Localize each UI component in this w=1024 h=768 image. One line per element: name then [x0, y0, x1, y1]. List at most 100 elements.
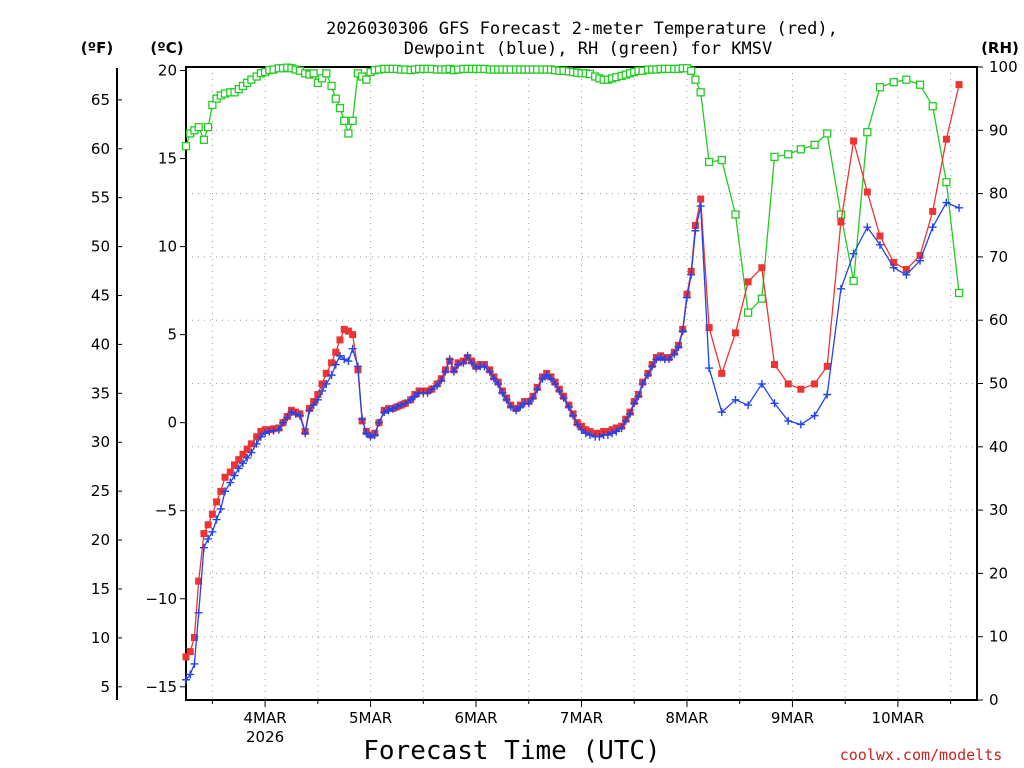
dewpoint-point	[670, 350, 679, 359]
dewpoint-point	[538, 374, 547, 383]
x-axis-label: Forecast Time (UTC)	[363, 736, 660, 766]
celsius-tick-label: 10	[158, 238, 177, 256]
dewpoint-point	[230, 471, 239, 480]
dewpoint-point	[546, 374, 555, 383]
dewpoint-point	[506, 402, 515, 411]
dewpoint-point	[559, 394, 568, 403]
dewpoint-point	[194, 608, 203, 617]
rh-point	[181, 141, 191, 151]
fahrenheit-tick-label: 60	[91, 140, 110, 158]
rh-point	[796, 145, 806, 154]
temperature-point	[823, 362, 831, 370]
temperature-point	[876, 232, 884, 240]
temperature-point	[332, 348, 340, 356]
rh-tick-label: 20	[989, 564, 1008, 582]
rh-point	[849, 276, 858, 286]
rh-point	[863, 128, 872, 137]
dewpoint-point	[243, 453, 252, 462]
dewpoint-point	[512, 406, 521, 415]
temperature-point	[697, 195, 705, 203]
dewpoint-point	[551, 379, 560, 388]
rh-tick-label: 0	[989, 691, 999, 709]
dewpoint-point	[696, 202, 705, 211]
dewpoint-point	[533, 385, 542, 394]
celsius-tick-label: −5	[155, 502, 177, 520]
rh-point	[194, 122, 203, 132]
dewpoint-point	[691, 226, 700, 235]
temperature-point	[955, 81, 963, 89]
temperature-point	[863, 188, 871, 196]
rh-point	[203, 122, 213, 132]
dewpoint-point	[401, 399, 410, 408]
fahrenheit-tick-label: 50	[91, 238, 110, 256]
credit-text: coolwx.com/modelts	[840, 746, 1003, 764]
temperature-point	[247, 440, 255, 448]
dewpoint-point	[370, 431, 379, 440]
dewpoint-point	[397, 401, 406, 410]
temperature-point	[850, 137, 858, 145]
fahrenheit-unit-label: (ºF)	[81, 39, 113, 57]
dewpoint-point	[889, 263, 898, 272]
rh-point	[743, 308, 753, 317]
rh-point	[717, 155, 726, 165]
rh-point	[757, 294, 766, 303]
temperature-point	[349, 331, 357, 339]
dewpoint-point	[928, 223, 937, 232]
dewpoint-point	[744, 401, 753, 410]
dewpoint-point	[269, 426, 278, 435]
dewpoint-point	[358, 415, 367, 424]
grid-lines	[186, 67, 977, 700]
dewpoint-point	[621, 416, 630, 425]
temperature-point	[902, 265, 910, 273]
dewpoint-point	[569, 411, 578, 420]
x-tick-year-label: 2026	[246, 728, 284, 746]
dewpoint-point	[335, 351, 344, 360]
dewpoint-point	[427, 385, 436, 394]
dewpoint-point	[212, 515, 221, 524]
rh-unit-label: (RH)	[981, 39, 1019, 57]
temperature-point	[771, 361, 779, 369]
celsius-tick-label: 5	[167, 326, 177, 344]
dewpoint-point	[849, 249, 858, 258]
celsius-tick-label: 15	[158, 150, 177, 168]
dewpoint-point	[265, 427, 274, 436]
dewpoint-point	[287, 408, 296, 417]
dewpoint-point	[608, 429, 617, 438]
dewpoint-point	[638, 379, 647, 388]
temperature-point	[213, 498, 221, 506]
rh-point	[208, 100, 217, 110]
rh-point	[309, 69, 318, 78]
dewpoint-point	[674, 342, 683, 351]
dewpoint-point	[555, 386, 564, 395]
dewpoint-series	[182, 198, 964, 684]
dewpoint-point	[581, 429, 590, 438]
axis-ticks: −15 −10 −5 0 5 10 15 20 5 10 15 20 25 30 35 40 45 50 55 60 6…	[91, 58, 1018, 746]
rh-point	[696, 88, 705, 97]
dewpoint-point	[656, 353, 665, 362]
x-tick-label: 9MAR	[771, 709, 814, 727]
rh-point	[889, 78, 898, 87]
dewpoint-point	[410, 392, 419, 401]
rh-point	[902, 75, 911, 84]
fahrenheit-tick-label: 5	[100, 678, 110, 696]
rh-point	[954, 288, 964, 298]
dewpoint-point	[916, 256, 925, 265]
x-tick-label: 4MAR	[244, 709, 287, 727]
dewpoint-point	[380, 408, 389, 417]
temperature-point	[186, 648, 194, 656]
fahrenheit-tick-label: 30	[91, 433, 110, 451]
dewpoint-point	[612, 427, 621, 436]
dewpoint-point	[810, 411, 819, 420]
temperature-point	[190, 633, 198, 641]
dewpoint-point	[283, 413, 292, 422]
dewpoint-point	[423, 388, 432, 397]
fahrenheit-tick-label: 20	[91, 531, 110, 549]
fahrenheit-tick-label: 10	[91, 629, 110, 647]
dewpoint-point	[617, 423, 626, 432]
temperature-series	[182, 81, 963, 661]
dewpoint-point	[585, 431, 594, 440]
dewpoint-point	[392, 402, 401, 411]
dewpoint-point	[445, 355, 454, 364]
rh-point	[340, 116, 349, 125]
